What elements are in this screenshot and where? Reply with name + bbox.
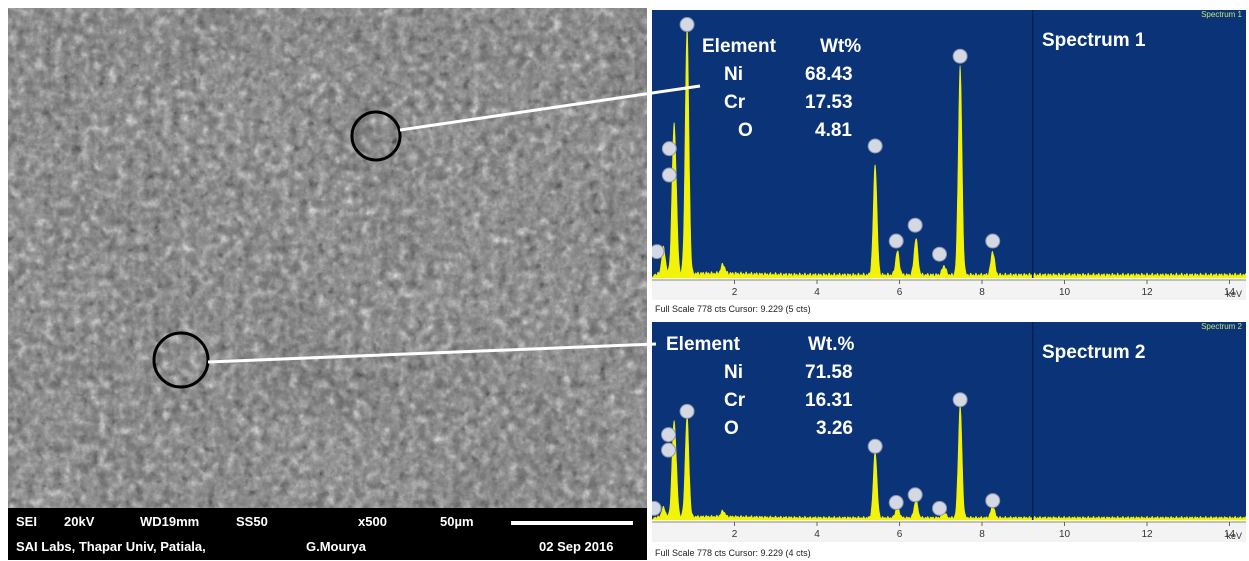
x-tick-label: 4 [814,287,820,298]
spectrum-curve [652,404,1246,521]
sem-image [8,8,647,508]
composition-wt: 71.58 [805,362,853,383]
composition-element: Cr [724,390,746,411]
spectrum-2-footer: Full Scale 778 cts Cursor: 9.229 (4 cts) [655,548,811,558]
peak-marker-icon [985,233,1001,249]
sem-scale-label: 50µm [440,514,474,529]
scale-bar [511,521,633,525]
sem-spot-size: SS50 [236,514,268,529]
plot-background [652,322,1246,520]
spectrum-2-composition: Element Wt.% Ni 71.58 Cr 16.31 O 3.26 [666,334,896,454]
x-axis-band [652,280,1246,300]
peak-marker-icon [952,48,968,64]
peak-marker-icon [652,500,662,516]
peak-marker-icon [679,17,695,33]
x-tick-label: 12 [1141,529,1153,540]
peak-marker-icon [867,438,883,454]
sem-voltage: 20kV [64,514,95,529]
composition-wt: 3.26 [816,418,853,439]
peak-marker-icon [952,392,968,408]
x-tick-label: 12 [1141,287,1153,298]
peak-marker-icon [661,427,676,443]
x-tick-label: 6 [897,287,903,298]
spectrum-2-title: Spectrum 2 [1042,342,1146,363]
sem-operator: G.Mourya [306,539,366,554]
spectrum-curve [652,26,1246,279]
composition-header-element: Element [702,36,776,57]
x-tick-label: 6 [897,529,903,540]
sem-mode: SEI [16,514,37,529]
spectrum-2-panel: 2 4 6 8 10 12 14 keV Spectrum 2 Spectrum 2 Full… [652,322,1246,560]
x-axis-label: keV [1226,531,1242,541]
peak-marker-icon [985,493,1001,509]
sem-magnification: x500 [358,514,387,529]
sem-lab: SAI Labs, Thapar Univ, Patiala, [16,539,206,554]
peak-marker-icon [932,246,948,262]
composition-element: Ni [724,362,743,383]
peak-marker-icon [907,487,923,503]
peak-marker-icon [867,138,883,154]
analysis-circle-1 [350,110,402,162]
spectrum-1-tag: Spectrum 1 [1201,10,1242,19]
peak-marker-icon [652,244,665,260]
peak-marker-icon [932,500,948,516]
composition-element: O [738,120,753,141]
composition-header-element: Element [666,334,740,355]
sem-info-bar: SEI 20kV WD19mm SS50 x500 50µm SAI Labs,… [8,508,647,560]
spectrum-1-title: Spectrum 1 [1042,30,1146,51]
peak-marker-icon [661,141,677,157]
composition-wt: 17.53 [805,92,853,113]
composition-element: Ni [724,64,743,85]
peak-marker-icon [661,442,676,458]
composition-header-wt: Wt.% [808,334,855,355]
sem-date: 02 Sep 2016 [539,539,614,554]
spectrum-1-panel: 2 4 6 8 10 12 14 keV Spectrum 1 Spectrum 1 Full… [652,10,1246,318]
x-tick-label: 14 [1224,529,1236,540]
x-tick-label: 4 [814,529,820,540]
sem-micrograph: SEI 20kV WD19mm SS50 x500 50µm SAI Labs,… [8,8,647,560]
spectrum-1-composition: Element Wt% Ni 68.43 Cr 17.53 O 4.81 [702,36,912,156]
x-tick-label: 10 [1059,287,1071,298]
peak-marker-icon [907,217,923,233]
x-tick-label: 14 [1224,287,1236,298]
plot-background [652,10,1246,278]
composition-element: O [724,418,739,439]
peak-marker-icon [888,233,904,249]
x-tick-label: 2 [732,287,738,298]
sem-working-distance: WD19mm [140,514,200,529]
peak-marker-icon [679,403,695,419]
x-axis-label: keV [1226,289,1242,299]
x-tick-label: 8 [979,529,985,540]
peak-marker-icon [888,495,904,511]
x-tick-label: 2 [732,529,738,540]
composition-wt: 4.81 [815,120,852,141]
composition-element: Cr [724,92,746,113]
composition-wt: 16.31 [805,390,853,411]
sem-texture [8,8,647,508]
spectrum-2-tag: Spectrum 2 [1201,322,1242,331]
spectrum-1-footer: Full Scale 778 cts Cursor: 9.229 (5 cts) [655,304,811,314]
x-axis-band [652,522,1246,542]
composition-wt: 68.43 [805,64,853,85]
peak-marker-icon [661,167,677,183]
x-tick-label: 8 [979,287,985,298]
x-tick-label: 10 [1059,529,1071,540]
composition-header-wt: Wt% [820,36,862,57]
